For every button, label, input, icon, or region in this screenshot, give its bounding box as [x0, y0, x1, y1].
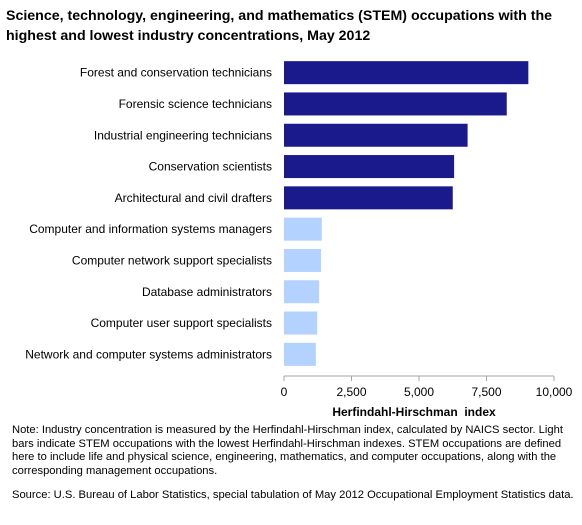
x-tick-label: 10,000	[536, 385, 573, 399]
bar	[284, 123, 468, 147]
category-label: Forensic science technicians	[119, 97, 272, 111]
bar	[284, 311, 318, 335]
x-tick-label: 0	[281, 385, 288, 399]
bar	[284, 61, 529, 85]
category-label: Architectural and civil drafters	[115, 191, 272, 205]
category-label: Conservation scientists	[149, 160, 272, 174]
category-label: Network and computer systems administrat…	[25, 347, 272, 361]
chart-source: Source: U.S. Bureau of Labor Statistics,…	[12, 489, 574, 501]
bar	[284, 217, 322, 241]
x-tick-label: 2,500	[336, 385, 366, 399]
chart-note: Note: Industry concentration is measured…	[12, 424, 563, 477]
chart-title: Science, technology, engineering, and ma…	[6, 8, 553, 44]
category-label: Computer network support specialists	[72, 253, 272, 267]
bar	[284, 155, 455, 179]
bar	[284, 280, 320, 304]
bar	[284, 342, 316, 366]
category-label: Computer and information systems manager…	[29, 222, 272, 236]
category-label: Computer user support specialists	[91, 316, 272, 330]
bar	[284, 248, 321, 272]
category-label: Database administrators	[142, 285, 272, 299]
category-label: Industrial engineering technicians	[94, 128, 272, 142]
x-axis-title: Herfindahl-Hirschman index	[332, 405, 496, 419]
category-label: Forest and conservation technicians	[80, 66, 272, 80]
x-tick-label: 5,000	[404, 385, 434, 399]
bar	[284, 186, 453, 210]
x-tick-label: 7,500	[471, 385, 501, 399]
bar	[284, 92, 507, 116]
